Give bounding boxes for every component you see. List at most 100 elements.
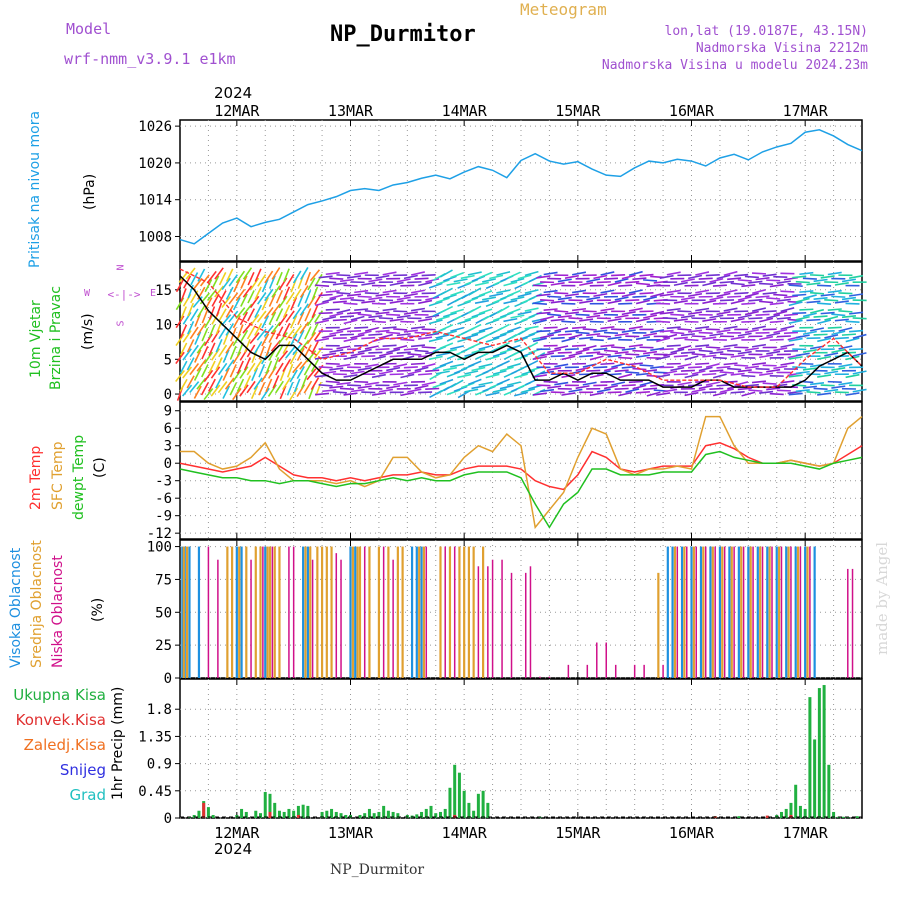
wind-barb: [799, 290, 814, 293]
wind-barb: [315, 301, 330, 307]
wind-barb: [242, 267, 253, 280]
wind-barb: [201, 364, 209, 378]
wind-barb: [716, 365, 731, 369]
wind-barb: [621, 347, 636, 351]
y-tick-label: 10: [155, 318, 172, 334]
wind-barb: [347, 330, 362, 333]
wind-barb: [650, 310, 665, 316]
wind-barb: [285, 274, 295, 287]
wind-barb: [240, 275, 248, 289]
y-tick-label: 0: [164, 671, 172, 687]
bar-ukupna-kisa: [254, 810, 258, 818]
wind-barb: [237, 342, 244, 357]
bar-niska-oblacnost: [686, 546, 688, 678]
wind-barb: [705, 274, 720, 277]
wind-barb: [666, 307, 681, 312]
wind-barb: [329, 312, 344, 318]
bar-visoka-oblacnost: [728, 546, 731, 678]
bar-niska-oblacnost: [539, 676, 541, 678]
wind-barb: [680, 351, 695, 355]
wind-barb: [382, 344, 397, 347]
wind-barb: [720, 388, 735, 393]
wind-barb: [375, 329, 390, 333]
wind-barb: [503, 317, 518, 323]
wind-barb: [218, 308, 227, 322]
bar-srednja-oblacnost: [683, 546, 686, 678]
wind-barb: [673, 373, 688, 376]
wind-barb: [603, 331, 619, 335]
wind-barb: [618, 373, 633, 379]
wind-barb: [564, 329, 579, 333]
wind-barb: [272, 357, 280, 371]
wind-barb: [802, 312, 817, 318]
wind-barb: [557, 296, 572, 301]
bar-srednja-oblacnost: [238, 546, 241, 678]
wind-barb: [759, 300, 774, 304]
wind-barb: [547, 330, 562, 336]
wind-barb: [343, 337, 358, 343]
wind-barb: [589, 373, 604, 379]
wind-barb: [277, 350, 289, 363]
wind-barb: [215, 357, 223, 371]
wind-barb: [659, 274, 674, 279]
wind-barb: [418, 336, 433, 340]
wind-barb: [795, 370, 810, 375]
wind-barb: [571, 271, 587, 276]
wind-barb: [311, 322, 319, 337]
wind-barb: [716, 292, 731, 298]
wind-barb: [603, 277, 619, 280]
wind-barb: [639, 381, 654, 387]
wind-barb: [568, 352, 583, 357]
wind-barb: [218, 272, 227, 286]
wind-barb: [600, 344, 615, 348]
wind-barb: [852, 388, 867, 393]
wind-barb: [723, 325, 738, 330]
wind-barb: [688, 347, 703, 351]
wind-barb: [286, 363, 294, 378]
wind-barb: [478, 344, 493, 351]
wind-barb: [614, 369, 629, 373]
wind-barb: [264, 270, 274, 284]
wind-barb: [536, 311, 551, 315]
bar-niska-oblacnost: [262, 546, 264, 678]
wind-barb: [510, 296, 525, 301]
bar-niska-oblacnost: [250, 559, 252, 678]
wind-barb: [635, 282, 650, 286]
wind-barb: [547, 367, 562, 372]
wind-barb: [603, 366, 618, 372]
wind-barb: [719, 280, 735, 284]
wind-barb: [410, 362, 426, 366]
bar-niska-oblacnost: [340, 559, 342, 678]
wind-barb: [762, 273, 777, 277]
wind-barb: [709, 351, 724, 355]
wind-barb: [695, 307, 710, 312]
wind-barb: [719, 371, 735, 374]
wind-barb: [296, 347, 305, 361]
wind-barb: [532, 374, 547, 378]
wind-barb: [632, 349, 647, 353]
wind-barb: [496, 360, 510, 368]
wind-barb: [727, 367, 742, 371]
wind-barb: [189, 344, 199, 358]
wind-barb: [716, 329, 731, 333]
wind-barb: [813, 387, 828, 391]
wind-barb: [257, 274, 267, 287]
wind-barb: [737, 350, 752, 355]
bar-ukupna-kisa: [377, 811, 381, 818]
bar-niska-oblacnost: [548, 676, 551, 678]
bar-srednja-oblacnost: [316, 546, 319, 678]
wind-barb: [421, 363, 436, 369]
wind-barb: [368, 351, 383, 354]
wind-barb: [547, 385, 562, 389]
bar-srednja-oblacnost: [268, 546, 272, 678]
wind-barb: [759, 372, 774, 377]
y-tick-label: 15: [155, 283, 172, 299]
bar-srednja-oblacnost: [458, 546, 461, 678]
wind-barb: [709, 314, 724, 319]
wind-barb: [643, 296, 658, 301]
wind-barb: [310, 377, 320, 391]
wind-barb: [702, 391, 717, 394]
wind-barb: [695, 271, 710, 276]
wind-barb: [186, 357, 195, 371]
wind-barb: [201, 327, 209, 342]
